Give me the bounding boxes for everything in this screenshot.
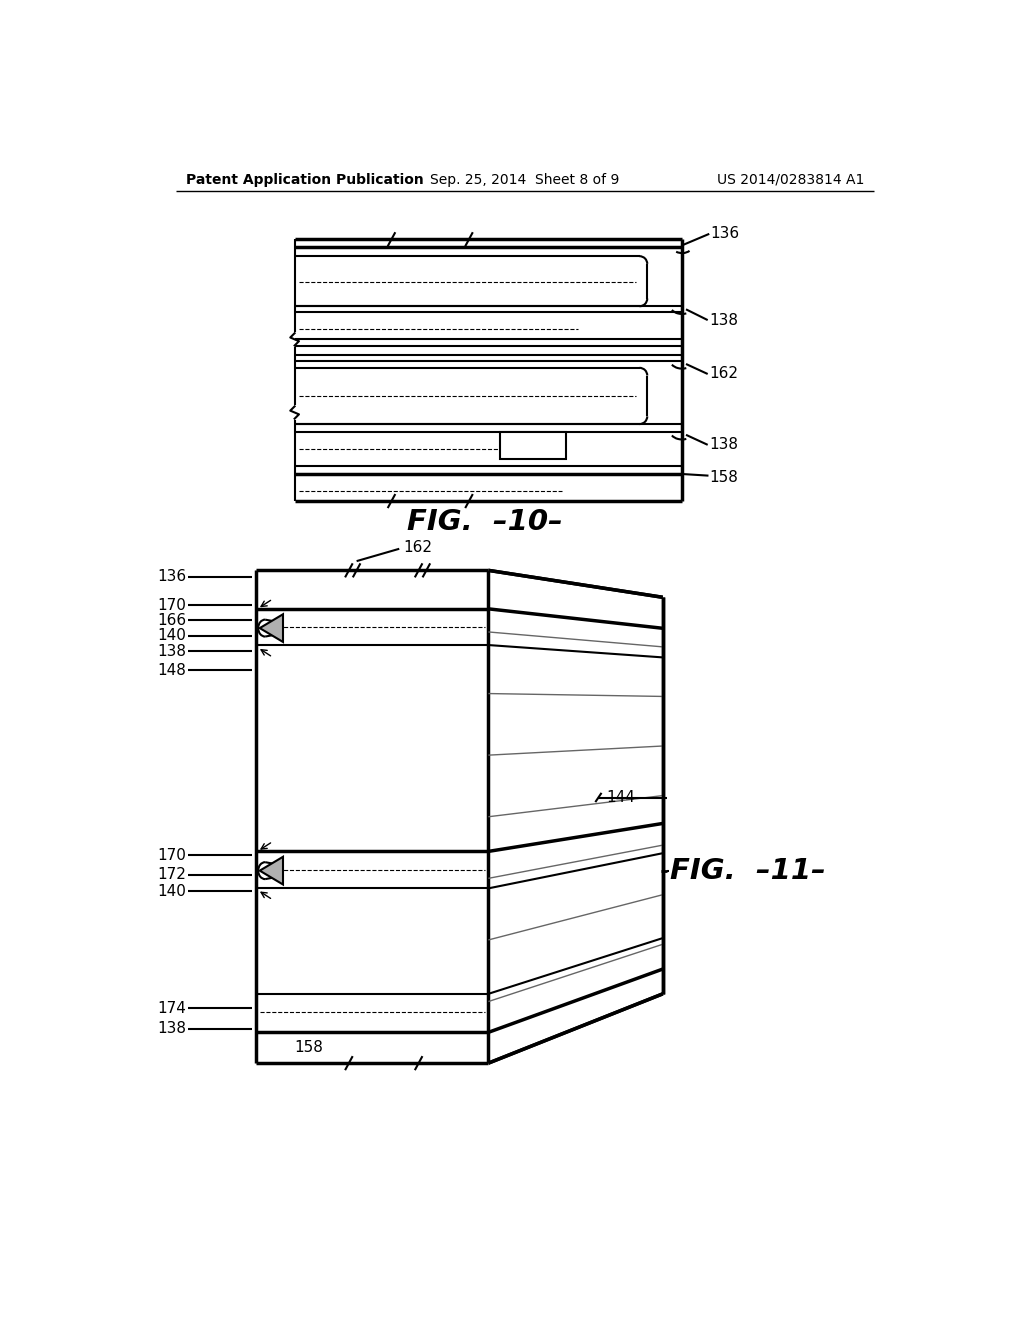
Text: Patent Application Publication: Patent Application Publication (186, 173, 424, 187)
Text: 170: 170 (158, 598, 186, 612)
Text: FIG.  –10–: FIG. –10– (407, 508, 562, 536)
Polygon shape (260, 857, 283, 884)
Text: 158: 158 (295, 1040, 324, 1055)
Text: 138: 138 (157, 1020, 186, 1036)
Text: 138: 138 (710, 313, 738, 327)
Text: 162: 162 (710, 367, 738, 381)
Bar (500, 432, 566, 459)
Text: 140: 140 (158, 884, 186, 899)
Text: Sep. 25, 2014  Sheet 8 of 9: Sep. 25, 2014 Sheet 8 of 9 (430, 173, 620, 187)
Text: 174: 174 (158, 1001, 186, 1016)
Text: 140: 140 (158, 628, 186, 643)
Text: 148: 148 (158, 663, 186, 678)
Text: 166: 166 (157, 612, 186, 628)
Text: 138: 138 (157, 644, 186, 659)
Text: 144: 144 (606, 789, 635, 805)
Text: 158: 158 (710, 470, 738, 486)
Text: 136: 136 (711, 226, 740, 242)
Polygon shape (260, 614, 283, 642)
Text: 138: 138 (710, 437, 738, 453)
Text: 170: 170 (158, 847, 186, 863)
Text: US 2014/0283814 A1: US 2014/0283814 A1 (717, 173, 864, 187)
Text: 162: 162 (403, 540, 432, 554)
Text: FIG.  –11–: FIG. –11– (671, 857, 826, 884)
Text: 136: 136 (157, 569, 186, 583)
Text: 172: 172 (158, 867, 186, 882)
